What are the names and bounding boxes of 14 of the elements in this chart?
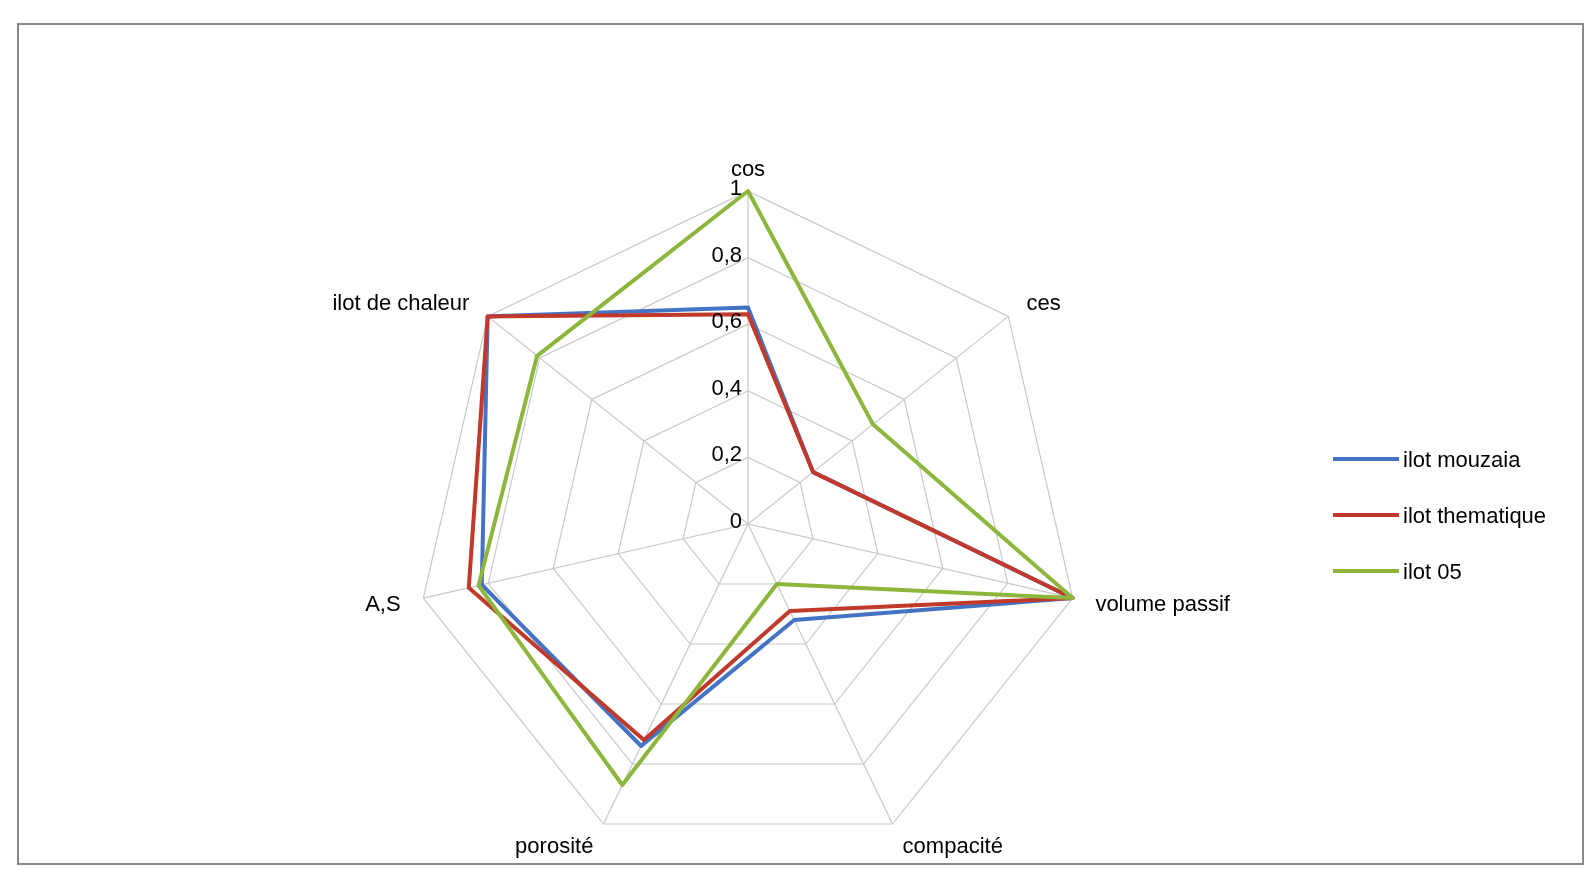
legend-label: ilot thematique	[1403, 503, 1547, 528]
y-tick-label: 0,4	[711, 374, 742, 400]
y-tick-label: 0,2	[711, 441, 742, 467]
legend-label: ilot mouzaia	[1403, 447, 1522, 472]
spoke-label: volume passif	[1095, 591, 1231, 617]
legend-label: ilot 05	[1403, 559, 1462, 584]
y-tick-label: 0,6	[711, 308, 742, 334]
spoke-label: A,S	[365, 591, 401, 617]
y-tick-label: 0	[729, 508, 742, 533]
y-tick-label: 0,8	[711, 241, 742, 267]
spoke-label: compacité	[902, 833, 1003, 859]
spoke-label: ces	[1026, 289, 1061, 315]
spoke-label: porosité	[515, 833, 594, 859]
spoke-label: ilot de chaleur	[332, 289, 470, 315]
